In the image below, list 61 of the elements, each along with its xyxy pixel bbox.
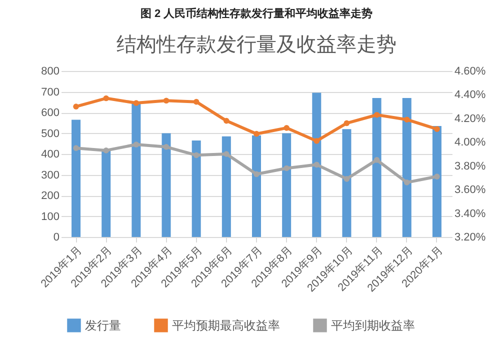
- point: [254, 171, 260, 178]
- y2-tick-label: 4.20%: [454, 112, 486, 125]
- point: [224, 151, 230, 157]
- point: [103, 148, 110, 154]
- bar: [282, 133, 292, 237]
- y-tick-label: 500: [41, 128, 60, 140]
- y-tick-label: 800: [41, 66, 60, 78]
- y2-tick-label: 3.40%: [454, 208, 486, 220]
- point: [434, 174, 440, 180]
- point: [193, 98, 200, 105]
- y-tick-label: 200: [41, 190, 60, 202]
- point: [163, 144, 170, 150]
- bar: [342, 129, 352, 237]
- legend-label: 平均到期收益率: [331, 318, 415, 332]
- y2-tick-label: 3.20%: [454, 232, 486, 244]
- bar: [72, 120, 81, 237]
- y-tick-label: 0: [53, 232, 60, 244]
- point: [314, 138, 320, 144]
- point: [133, 100, 140, 106]
- y2-tick-label: 4.00%: [454, 136, 486, 149]
- point: [73, 104, 79, 110]
- bar: [192, 140, 201, 237]
- bar: [432, 126, 442, 237]
- point: [224, 118, 230, 124]
- point: [284, 125, 290, 131]
- point: [163, 98, 170, 104]
- legend-label: 平均预期最高收益率: [172, 318, 280, 332]
- point: [374, 112, 380, 118]
- bar: [312, 92, 322, 237]
- y-tick-label: 400: [41, 148, 60, 160]
- chart-subtitle: 结构性存款发行量及收益率走势: [116, 34, 396, 56]
- bar: [102, 150, 111, 237]
- point: [133, 142, 140, 148]
- point: [344, 176, 350, 182]
- point: [193, 152, 200, 158]
- bar: [372, 98, 382, 237]
- y2-tick-label: 3.80%: [454, 160, 486, 172]
- bar: [402, 98, 412, 237]
- point: [404, 116, 410, 123]
- point: [374, 157, 380, 163]
- point: [254, 130, 260, 137]
- point: [73, 145, 79, 151]
- point: [344, 120, 350, 126]
- bar: [162, 133, 171, 237]
- y-tick-label: 600: [41, 107, 60, 119]
- bar: [252, 135, 261, 237]
- point: [103, 95, 110, 102]
- legend-label: 发行量: [85, 318, 121, 332]
- point: [434, 126, 440, 132]
- bar: [222, 136, 231, 237]
- chart-title: 图 2 人民币结构性存款发行量和平均收益率走势: [140, 7, 373, 20]
- point: [314, 162, 320, 168]
- y-tick-label: 700: [41, 86, 60, 98]
- bar: [132, 103, 141, 237]
- point: [284, 165, 290, 172]
- y2-tick-label: 4.40%: [454, 89, 486, 102]
- point: [404, 180, 410, 186]
- y-tick-label: 300: [41, 169, 60, 182]
- y-tick-label: 100: [41, 210, 60, 223]
- y2-tick-label: 4.60%: [454, 66, 486, 78]
- y2-tick-label: 3.60%: [454, 184, 486, 196]
